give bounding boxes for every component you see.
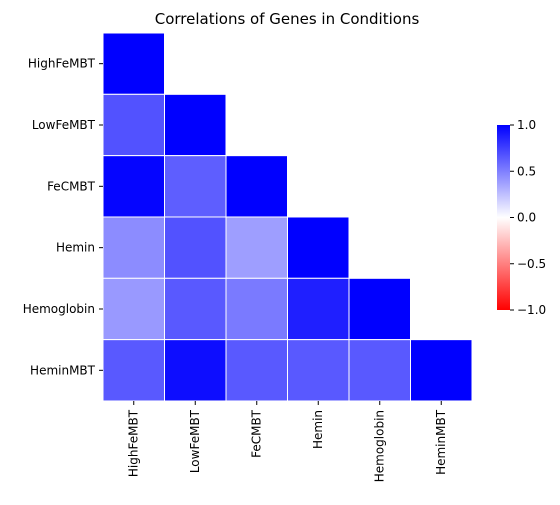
y-tick-label: Hemoglobin	[23, 302, 95, 316]
heatmap-cell-5-3	[287, 339, 350, 402]
x-tick-label: HeminMBT	[434, 409, 448, 475]
heatmap-cell-5-2	[225, 339, 288, 402]
heatmap-cell-3-3	[287, 216, 350, 279]
x-tick-label: Hemin	[311, 410, 325, 449]
colorbar-tick-label: 0.0	[517, 211, 536, 225]
colorbar-tick-label: 1.0	[517, 118, 536, 132]
heatmap-cell-5-1	[164, 339, 227, 402]
heatmap-cell-5-5	[410, 339, 473, 402]
x-tick-label: LowFeMBT	[188, 409, 202, 473]
heatmap-cell-2-2	[225, 155, 288, 218]
heatmap-cell-4-1	[164, 277, 227, 341]
x-tick-label: HighFeMBT	[127, 409, 141, 477]
y-tick-label: HeminMBT	[30, 363, 96, 377]
colorbar-gradient	[497, 125, 510, 310]
y-tick-label: Hemin	[56, 241, 95, 255]
x-tick-label: Hemoglobin	[373, 410, 387, 482]
y-tick-label: HighFeMBT	[28, 57, 96, 71]
heatmap-cell-5-0	[102, 339, 165, 402]
heatmap-cells	[102, 32, 473, 402]
colorbar: 1.0 0.5 0.0 −0.5 −1.0	[497, 118, 546, 317]
y-tick-label: FeCMBT	[47, 179, 96, 193]
y-tick-labels: HighFeMBT LowFeMBT FeCMBT Hemin Hemoglobin He…	[23, 57, 103, 377]
heatmap-cell-1-1	[164, 93, 227, 157]
heatmap-cell-2-1	[164, 155, 227, 218]
colorbar-ticks: 1.0 0.5 0.0 −0.5 −1.0	[510, 118, 546, 317]
heatmap-cell-3-0	[102, 216, 165, 279]
colorbar-tick-label: −1.0	[517, 303, 546, 317]
colorbar-tick-label: 0.5	[517, 164, 536, 178]
heatmap-cell-1-0	[102, 93, 165, 157]
heatmap-cell-4-0	[102, 277, 165, 341]
heatmap-cell-2-0	[102, 155, 165, 218]
colorbar-tick-label: −0.5	[517, 257, 546, 271]
heatmap-cell-4-3	[287, 277, 350, 341]
y-tick-label: LowFeMBT	[32, 118, 96, 132]
x-tick-labels: HighFeMBT LowFeMBT FeCMBT Hemin Hemoglobin He…	[127, 400, 448, 482]
heatmap-cell-5-4	[348, 339, 411, 402]
heatmap-cell-3-1	[164, 216, 227, 279]
heatmap-cell-4-4	[348, 277, 411, 341]
chart-title: Correlations of Genes in Conditions	[155, 10, 420, 28]
heatmap-cell-3-2	[225, 216, 288, 279]
heatmap-cell-4-2	[225, 277, 288, 341]
heatmap-cell-0-0	[102, 32, 165, 95]
x-tick-label: FeCMBT	[250, 409, 264, 458]
